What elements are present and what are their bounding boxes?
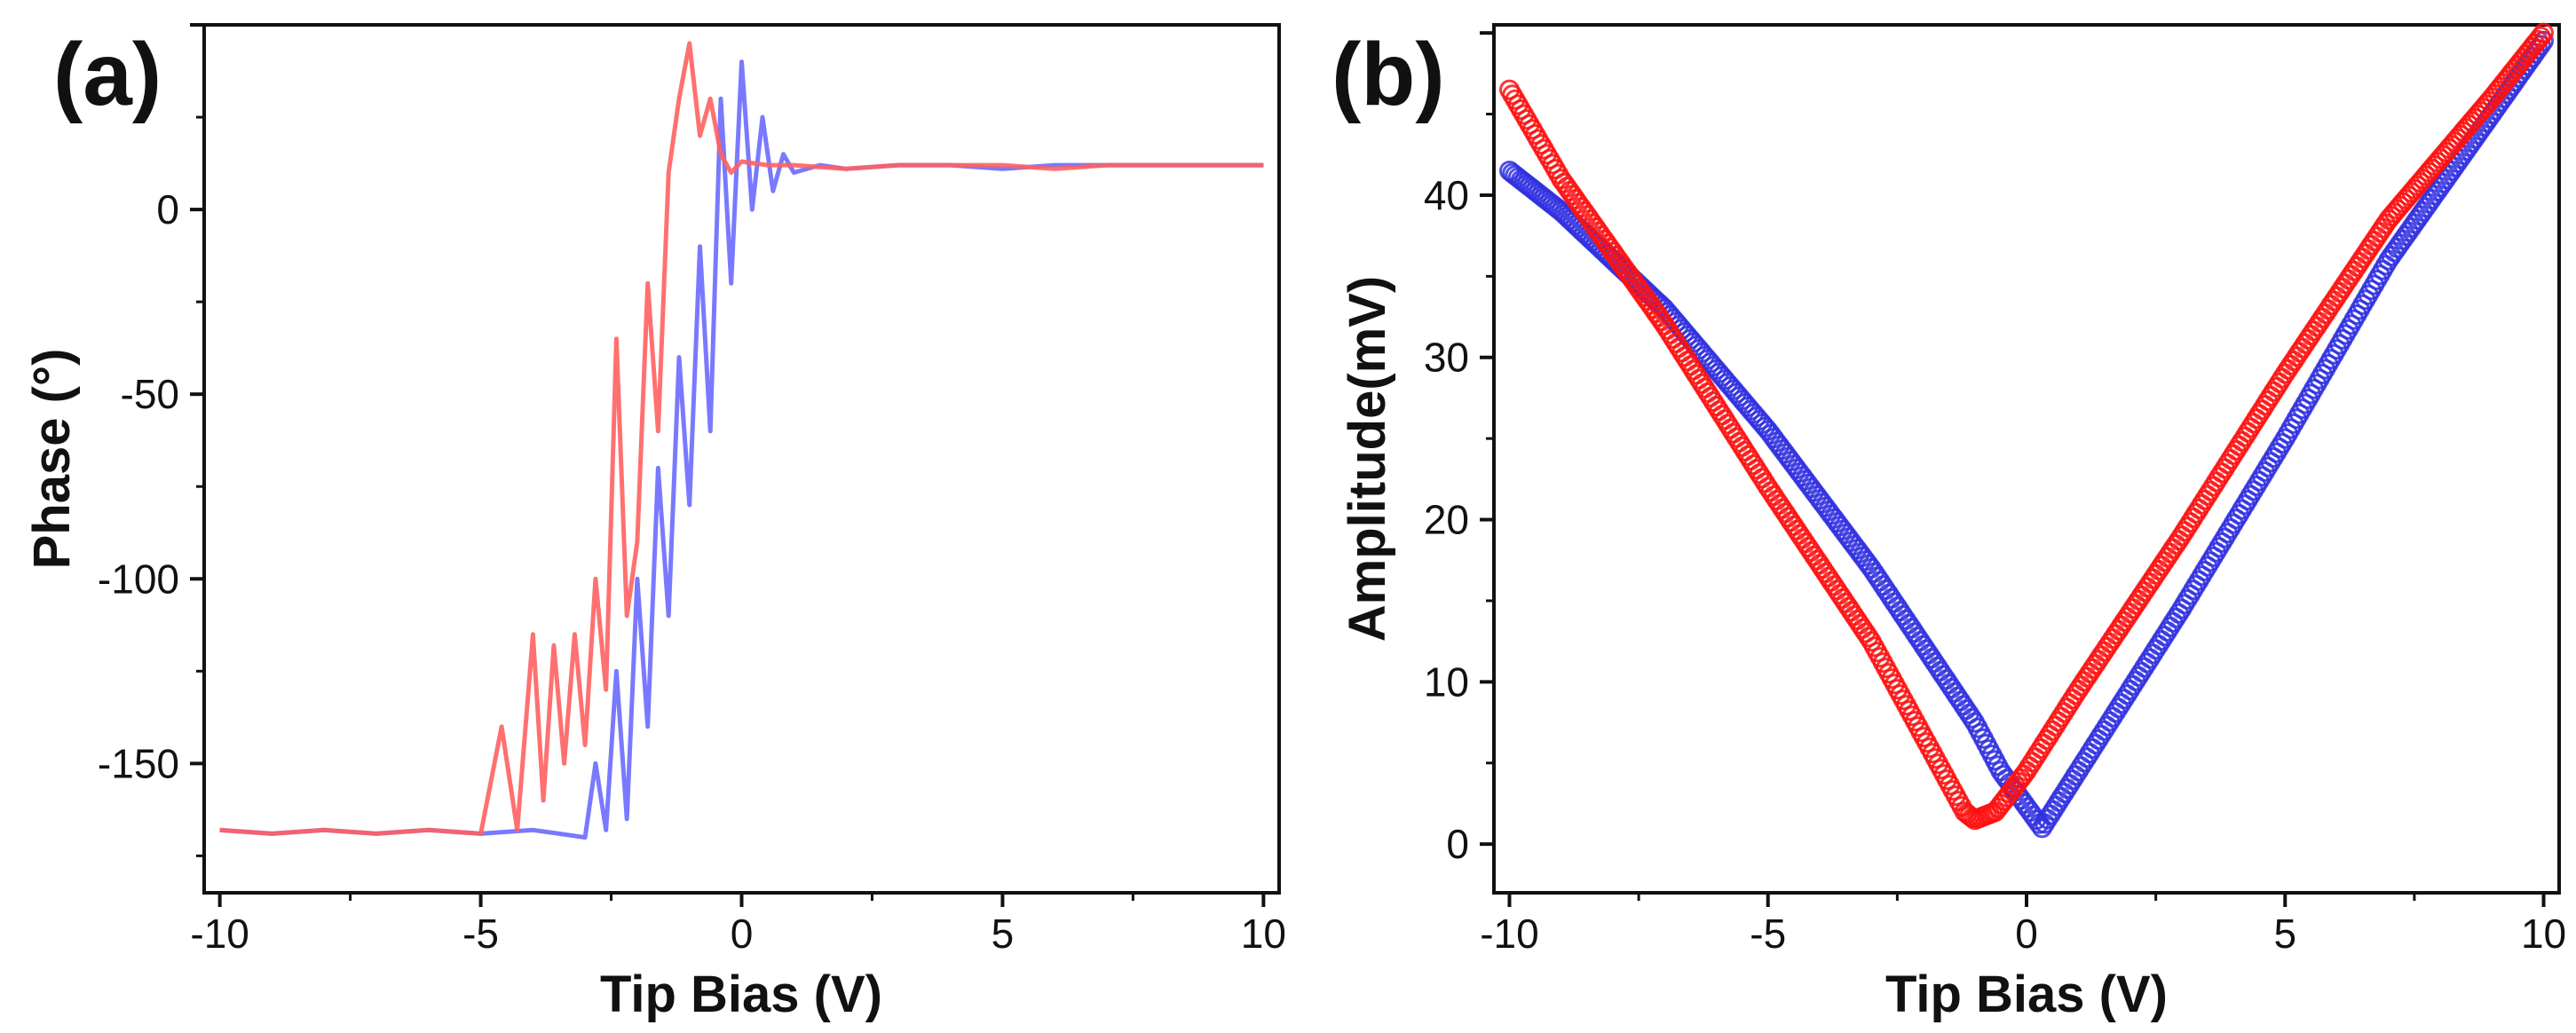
series-markers-blue [1499,30,2554,839]
panel-b-amplitude-chart: (b) -10 -5 0 5 10 0 10 20 30 40 Tip Bias (V) Amp… [1331,22,2566,1023]
panel-b-x-tick-labels: -10 -5 0 5 10 [1480,911,2566,957]
panel-b-y-tick-label: 40 [1424,172,1469,218]
panel-a-x-tick-labels: -10 -5 0 5 10 [190,911,1286,957]
data-point [2533,22,2554,43]
series-markers-red [1499,22,2554,831]
panel-b-y-axis-title: Amplitude(mV) [1339,276,1396,642]
panel-a-phase-chart: (a) -10 -5 0 5 10 -150-100-500 Tip Bias (V) … [23,23,1286,1023]
panel-a-y-tick-label: 0 [156,186,179,233]
panel-b-label: (b) [1331,25,1445,124]
panel-b-y-tick-labels: 0 10 20 30 40 [1424,172,1469,867]
panel-a-ticks [190,23,1266,907]
panel-a-x-tick-label: 5 [992,911,1015,957]
panel-b-x-tick-label: 0 [2015,911,2038,957]
series-line-blue [219,59,1264,840]
panel-a-y-axis-title: Phase (°) [23,349,81,570]
panel-a-label: (a) [53,25,162,124]
panel-b-x-tick-label: 10 [2521,911,2566,957]
panel-b-x-tick-label: 5 [2273,911,2296,957]
series-line-red [219,41,1264,836]
panel-a-y-tick-label: -50 [121,371,179,417]
panel-b-x-tick-label: -10 [1480,911,1538,957]
panel-b-y-tick-label: 10 [1424,658,1469,705]
panel-b-x-axis-title: Tip Bias (V) [1885,966,2168,1023]
panel-a-y-tick-label: -100 [98,556,179,602]
panel-a-series [219,41,1264,840]
panel-b-x-tick-label: -5 [1750,911,1786,957]
panel-b-y-tick-label: 0 [1446,821,1469,867]
panel-b-ticks [1480,31,2546,907]
panel-b-y-tick-label: 30 [1424,335,1469,381]
panel-a-x-axis-title: Tip Bias (V) [600,966,882,1023]
panel-b-y-tick-label: 20 [1424,497,1469,543]
panel-b-series [1499,22,2554,839]
panel-a-y-tick-labels: -150 -100 -50 0 [98,186,179,786]
panel-a-x-tick-label: 0 [731,911,754,957]
panel-a-x-tick-label: 10 [1241,911,1286,957]
panel-a-x-tick-label: -5 [462,911,499,957]
panel-a-plot-frame [202,23,1281,895]
data-point [2530,26,2551,47]
panel-a-y-tick-label: -150 [98,740,179,786]
panel-a-x-tick-label: -10 [190,911,249,957]
